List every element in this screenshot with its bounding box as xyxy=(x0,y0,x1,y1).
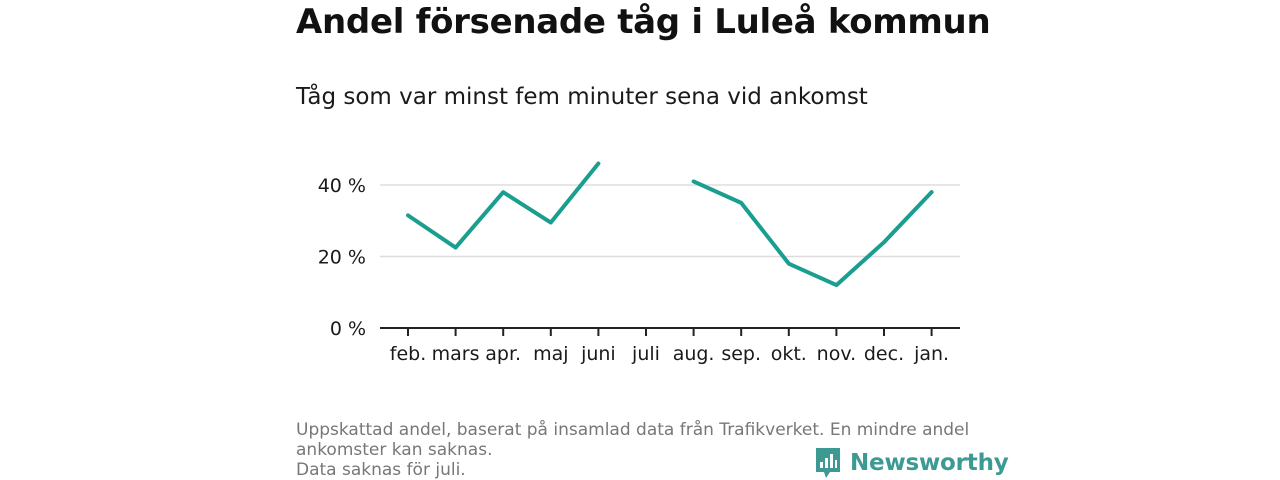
x-tick-label: nov. xyxy=(817,343,856,365)
data-point xyxy=(739,201,743,205)
x-tick-label: okt. xyxy=(771,343,807,365)
x-tick-label: juni xyxy=(580,343,616,365)
x-tick-label: sep. xyxy=(721,343,761,365)
footer-note: Uppskattad andel, baserat på insamlad da… xyxy=(296,420,970,460)
data-point xyxy=(549,221,553,225)
chart-footer: Uppskattad andel, baserat på insamlad da… xyxy=(296,420,996,480)
data-point xyxy=(406,213,410,217)
series-line xyxy=(406,161,934,288)
x-tick-label: maj xyxy=(533,343,568,365)
x-tick-label: juli xyxy=(631,343,660,365)
footer-missing-data-note: Data saknas för juli. xyxy=(296,460,466,480)
data-point xyxy=(787,262,791,266)
x-tick-label: feb. xyxy=(390,343,426,365)
y-tick-label: 20 % xyxy=(318,247,366,269)
data-point xyxy=(501,190,505,194)
data-point xyxy=(692,179,696,183)
grid-lines xyxy=(380,184,960,258)
y-tick-label: 0 % xyxy=(330,318,366,340)
data-point xyxy=(454,246,458,250)
chart-title: Andel försenade tåg i Luleå kommun xyxy=(296,2,991,42)
series-line-segment xyxy=(406,161,601,250)
x-tick-label: mars xyxy=(432,343,480,365)
data-point xyxy=(930,190,934,194)
x-tick-label: dec. xyxy=(864,343,904,365)
data-point xyxy=(834,283,838,287)
series-line-segment xyxy=(691,179,934,288)
newsworthy-logo[interactable]: Newsworthy xyxy=(814,446,1009,480)
newsworthy-logo-text: Newsworthy xyxy=(850,450,1009,476)
x-tick-label: aug. xyxy=(673,343,715,365)
y-tick-label: 40 % xyxy=(318,175,366,197)
newsworthy-chart-icon xyxy=(816,448,840,478)
x-tick-label: apr. xyxy=(485,343,521,365)
x-tick-label: jan. xyxy=(913,343,949,365)
data-point xyxy=(596,162,600,166)
y-axis-labels: 0 % 20 % 40 % xyxy=(318,175,366,340)
x-axis xyxy=(380,327,960,336)
x-axis-labels: feb. mars apr. maj juni juli aug. sep. okt. nov. d… xyxy=(390,343,949,365)
chart-subtitle: Tåg som var minst fem minuter sena vid a… xyxy=(296,84,868,110)
data-point xyxy=(882,240,886,244)
